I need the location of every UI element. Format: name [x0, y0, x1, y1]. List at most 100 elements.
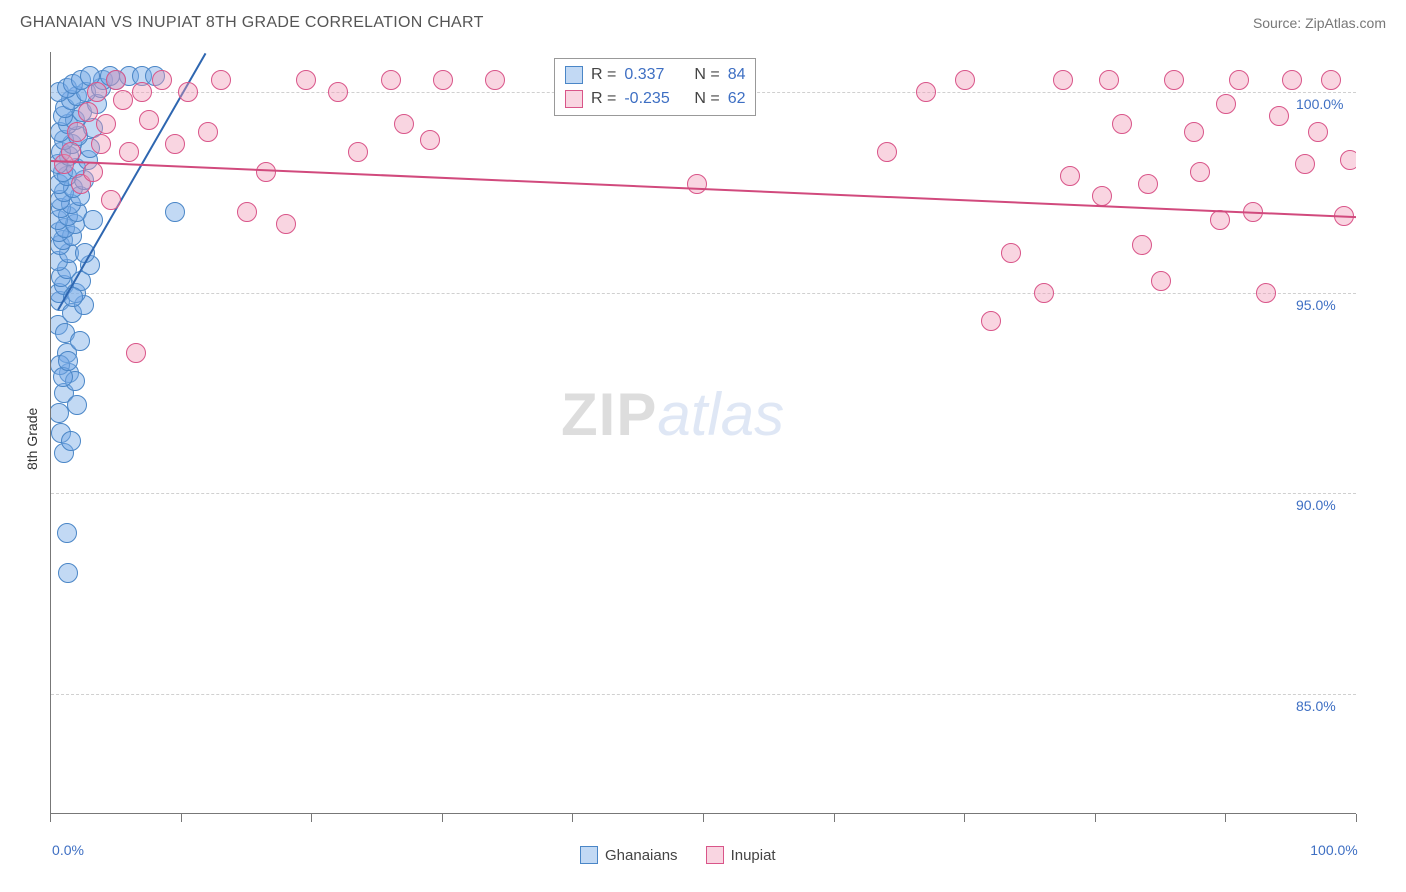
data-point — [58, 351, 78, 371]
data-point — [106, 70, 126, 90]
data-point — [1295, 154, 1315, 174]
data-point — [1190, 162, 1210, 182]
x-tick-label: 0.0% — [52, 842, 84, 858]
x-tick-mark — [442, 814, 443, 822]
data-point — [211, 70, 231, 90]
data-point — [328, 82, 348, 102]
data-point — [67, 395, 87, 415]
data-point — [119, 142, 139, 162]
data-point — [1132, 235, 1152, 255]
x-tick-label: 100.0% — [1310, 842, 1357, 858]
data-point — [916, 82, 936, 102]
legend-label: Ghanaians — [605, 847, 678, 864]
data-point — [165, 134, 185, 154]
data-point — [83, 162, 103, 182]
data-point — [96, 114, 116, 134]
chart-title: GHANAIAN VS INUPIAT 8TH GRADE CORRELATIO… — [20, 14, 484, 32]
data-point — [1282, 70, 1302, 90]
x-tick-mark — [1095, 814, 1096, 822]
legend-stats-box: R = 0.337N = 84R = -0.235N = 62 — [554, 58, 756, 116]
data-point — [1216, 94, 1236, 114]
legend-label: Inupiat — [731, 847, 776, 864]
data-point — [420, 130, 440, 150]
data-point — [1112, 114, 1132, 134]
data-point — [1053, 70, 1073, 90]
data-point — [296, 70, 316, 90]
data-point — [87, 82, 107, 102]
data-point — [433, 70, 453, 90]
x-tick-mark — [311, 814, 312, 822]
x-tick-mark — [834, 814, 835, 822]
data-point — [101, 190, 121, 210]
data-point — [67, 122, 87, 142]
data-point — [237, 202, 257, 222]
data-point — [83, 210, 103, 230]
legend-stats-row: R = -0.235N = 62 — [565, 87, 745, 111]
legend-item: Inupiat — [706, 846, 776, 864]
data-point — [687, 174, 707, 194]
x-tick-mark — [50, 814, 51, 822]
data-point — [381, 70, 401, 90]
y-tick-label: 100.0% — [1296, 96, 1343, 112]
x-tick-mark — [703, 814, 704, 822]
chart-plot-area: ZIPatlas — [50, 52, 1356, 814]
x-tick-mark — [964, 814, 965, 822]
legend-swatch — [565, 90, 583, 108]
data-point — [1269, 106, 1289, 126]
gridline — [51, 694, 1356, 695]
y-tick-label: 90.0% — [1296, 497, 1336, 513]
data-point — [50, 403, 69, 423]
y-axis-label: 8th Grade — [24, 408, 40, 470]
data-point — [1340, 150, 1356, 170]
legend-item: Ghanaians — [580, 846, 678, 864]
data-point — [91, 134, 111, 154]
y-tick-label: 95.0% — [1296, 297, 1336, 313]
data-point — [1092, 186, 1112, 206]
data-point — [1164, 70, 1184, 90]
data-point — [1308, 122, 1328, 142]
data-point — [126, 343, 146, 363]
data-point — [1001, 243, 1021, 263]
legend-swatch — [565, 66, 583, 84]
data-point — [256, 162, 276, 182]
data-point — [955, 70, 975, 90]
data-point — [152, 70, 172, 90]
legend-swatch — [706, 846, 724, 864]
data-point — [394, 114, 414, 134]
data-point — [61, 431, 81, 451]
data-point — [1210, 210, 1230, 230]
data-point — [1138, 174, 1158, 194]
data-point — [877, 142, 897, 162]
data-point — [70, 331, 90, 351]
data-point — [178, 82, 198, 102]
data-point — [1099, 70, 1119, 90]
x-tick-mark — [1356, 814, 1357, 822]
data-point — [1060, 166, 1080, 186]
data-point — [1321, 70, 1341, 90]
legend-bottom: Ghanaians Inupiat — [580, 846, 776, 864]
data-point — [165, 202, 185, 222]
data-point — [198, 122, 218, 142]
data-point — [78, 102, 98, 122]
data-point — [132, 82, 152, 102]
watermark: ZIPatlas — [561, 380, 784, 449]
y-tick-label: 85.0% — [1296, 698, 1336, 714]
data-point — [276, 214, 296, 234]
data-point — [348, 142, 368, 162]
data-point — [57, 523, 77, 543]
x-tick-mark — [1225, 814, 1226, 822]
data-point — [61, 142, 81, 162]
data-point — [1034, 283, 1054, 303]
data-point — [1184, 122, 1204, 142]
legend-swatch — [580, 846, 598, 864]
data-point — [113, 90, 133, 110]
gridline — [51, 493, 1356, 494]
gridline — [51, 293, 1356, 294]
data-point — [1229, 70, 1249, 90]
data-point — [139, 110, 159, 130]
x-tick-mark — [181, 814, 182, 822]
data-point — [58, 563, 78, 583]
chart-source: Source: ZipAtlas.com — [1253, 15, 1386, 31]
data-point — [1256, 283, 1276, 303]
data-point — [981, 311, 1001, 331]
